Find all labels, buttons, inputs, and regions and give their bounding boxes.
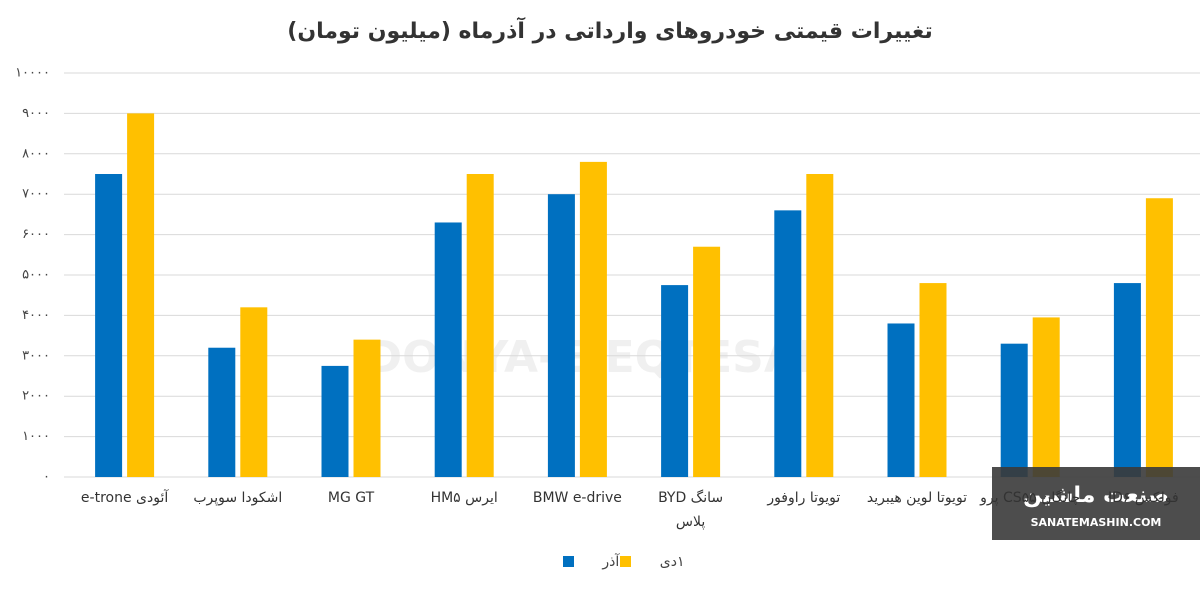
bar — [353, 339, 381, 477]
y-tick-label: ۳۰۰۰ — [22, 348, 50, 363]
x-tick-label: چانگان CS۵۵ پرو — [980, 490, 1081, 506]
bar — [434, 222, 462, 477]
bar — [321, 365, 349, 477]
bar — [1000, 343, 1028, 477]
y-tick-label: ۰ — [43, 470, 50, 485]
y-tick-label: ۴۰۰۰ — [22, 308, 50, 323]
bar — [661, 285, 689, 477]
x-tick-label: فولکس ID۶ — [1108, 490, 1179, 506]
logo-box — [992, 467, 1200, 540]
y-tick-label: ۵۰۰۰ — [22, 268, 50, 283]
bar — [547, 194, 575, 477]
bar — [579, 161, 607, 477]
bar — [693, 246, 721, 477]
y-tick-label: ۲۰۰۰ — [22, 389, 50, 404]
bar — [240, 307, 268, 477]
bar — [466, 174, 494, 477]
legend-swatch — [563, 556, 574, 567]
logo-url: SANATEMASHIN.COM — [1031, 516, 1162, 529]
y-tick-label: ۸۰۰۰ — [22, 146, 50, 161]
x-tick-label: اشکودا سوپرب — [193, 490, 283, 506]
bar — [208, 347, 236, 477]
bar — [127, 113, 155, 478]
bar — [1145, 198, 1173, 478]
bar — [919, 283, 947, 477]
logo-name: صنعت ماشین — [1023, 483, 1169, 508]
bar — [1113, 283, 1141, 477]
y-tick-label: ۱۰۰۰۰ — [15, 66, 50, 81]
y-tick-label: ۱۰۰۰ — [22, 429, 50, 444]
bar — [806, 174, 834, 477]
x-tick-label: آئودی e-trone — [80, 490, 169, 506]
x-tick-label: ایرس HM۵ — [430, 490, 498, 506]
y-tick-label: ۶۰۰۰ — [22, 227, 50, 242]
x-tick-label: MG GT — [327, 490, 375, 506]
chart-title: تغییرات قیمتی خودروهای وارداتی در آذرماه… — [287, 16, 932, 44]
x-tick-label: BMW e-drive — [532, 490, 622, 506]
x-tick-label: تویوتا راوفور — [767, 490, 841, 506]
bar — [887, 323, 915, 477]
x-tick-label: سانگ BYD پلاس — [658, 490, 724, 530]
bar — [95, 174, 123, 477]
y-tick-label: ۷۰۰۰ — [22, 187, 50, 202]
x-tick-label: تویوتا لوین هیبرید — [866, 490, 968, 506]
legend-swatch — [620, 556, 631, 567]
bar — [1032, 317, 1060, 477]
legend-label: ۱دی — [660, 554, 685, 570]
y-tick-label: ۹۰۰۰ — [22, 106, 50, 121]
bar — [774, 210, 802, 478]
